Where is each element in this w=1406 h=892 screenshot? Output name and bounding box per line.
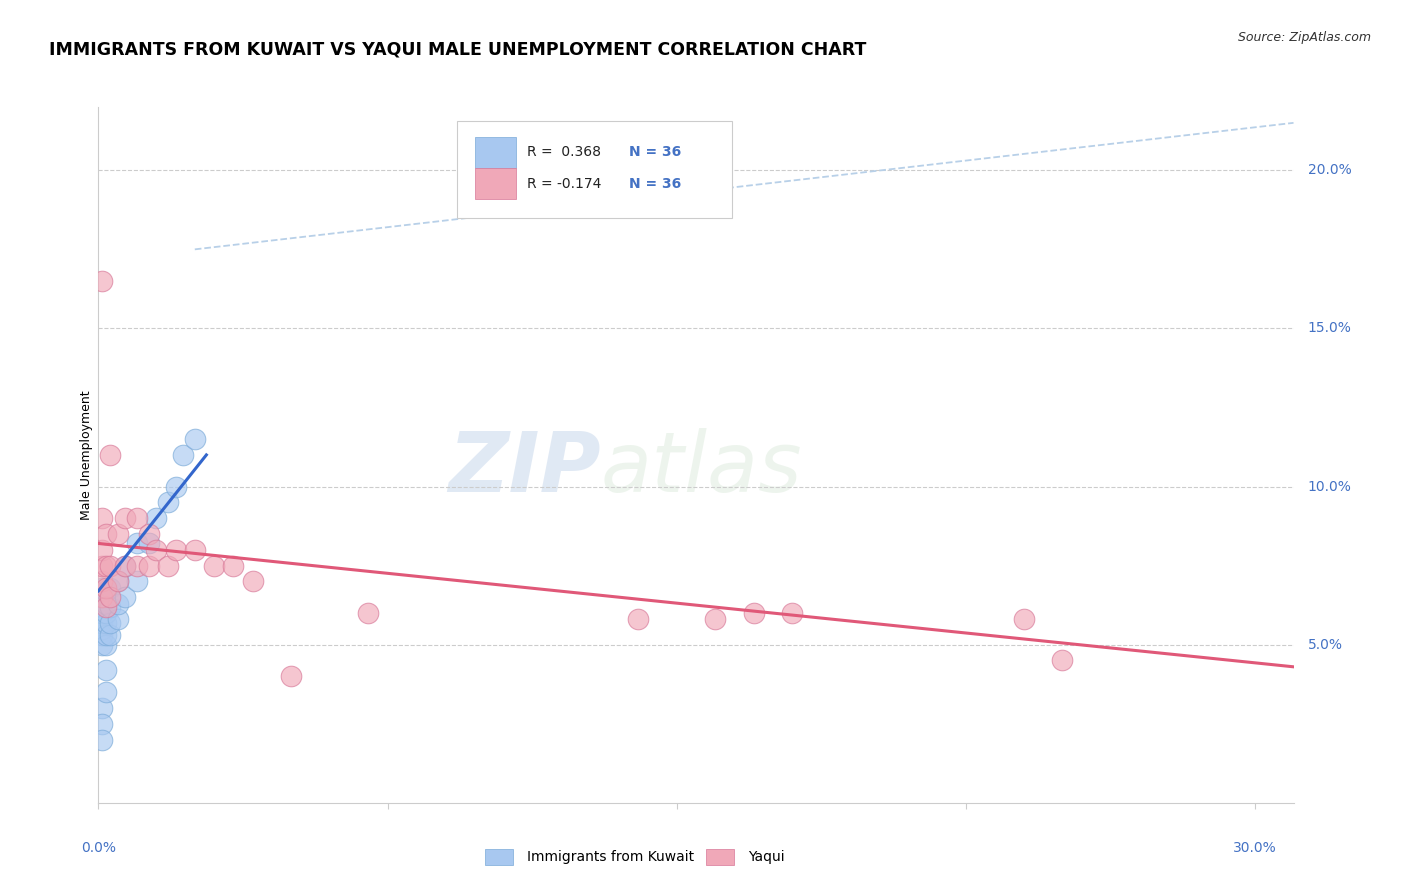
Point [114,558,136,573]
Point [91,615,114,630]
Text: Immigrants from Kuwait: Immigrants from Kuwait [527,850,695,864]
Point [280,669,302,683]
Point [98,599,121,614]
Point [184,542,207,557]
Point [202,558,225,573]
Point [94,606,117,620]
Point [91,638,114,652]
Point [107,612,129,626]
Text: 5.0%: 5.0% [1308,638,1343,652]
Point [91,591,114,605]
Point [125,511,148,525]
Point [91,628,114,642]
Text: atlas: atlas [600,428,801,509]
Point [627,612,650,626]
Point [125,558,148,573]
Point [98,628,121,642]
Point [1050,653,1073,667]
Point [94,615,117,630]
Point [94,581,117,595]
Bar [485,849,513,865]
Bar [706,849,734,865]
Point [156,495,179,509]
Text: 15.0%: 15.0% [1308,321,1351,335]
Point [782,606,804,620]
Point [138,527,160,541]
Point [91,591,114,605]
FancyBboxPatch shape [457,121,733,219]
Point [107,597,129,611]
Point [742,606,765,620]
Point [98,558,121,573]
Text: 30.0%: 30.0% [1233,841,1277,855]
Point [94,527,117,541]
Point [242,574,264,589]
Point [98,581,121,595]
Point [184,432,207,446]
Point [138,536,160,550]
Point [114,558,136,573]
Point [91,732,114,747]
Point [91,574,114,589]
Point [107,574,129,589]
Point [138,558,160,573]
Text: 20.0%: 20.0% [1308,163,1351,178]
Text: 0.0%: 0.0% [82,841,115,855]
Point [98,591,121,605]
Point [91,581,114,595]
Point [107,574,129,589]
Text: Yaqui: Yaqui [748,850,785,864]
Point [145,542,167,557]
Text: Source: ZipAtlas.com: Source: ZipAtlas.com [1237,31,1371,45]
Point [357,606,380,620]
Point [98,615,121,630]
Point [91,622,114,636]
Point [125,574,148,589]
Point [91,542,114,557]
Point [91,716,114,731]
Point [91,558,114,573]
Point [165,479,187,493]
Point [98,448,121,462]
Point [94,685,117,699]
Point [94,638,117,652]
Point [156,558,179,573]
Point [91,606,114,620]
Text: ZIP: ZIP [447,428,600,509]
Point [94,599,117,614]
Text: IMMIGRANTS FROM KUWAIT VS YAQUI MALE UNEMPLOYMENT CORRELATION CHART: IMMIGRANTS FROM KUWAIT VS YAQUI MALE UNE… [49,40,866,58]
Point [1012,612,1035,626]
Text: N = 36: N = 36 [628,145,682,160]
Point [94,558,117,573]
Point [91,274,114,288]
Point [125,536,148,550]
Y-axis label: Male Unemployment: Male Unemployment [80,390,93,520]
Point [704,612,727,626]
Point [94,628,117,642]
Point [114,591,136,605]
Text: N = 36: N = 36 [628,177,682,191]
Point [94,583,117,598]
Point [165,542,187,557]
Text: 10.0%: 10.0% [1308,480,1351,493]
Text: R = -0.174: R = -0.174 [527,177,602,191]
Point [222,558,245,573]
Point [94,663,117,677]
Point [107,527,129,541]
Text: R =  0.368: R = 0.368 [527,145,602,160]
FancyBboxPatch shape [475,169,516,199]
Point [91,599,114,614]
FancyBboxPatch shape [475,137,516,168]
Point [172,448,194,462]
Point [91,701,114,715]
Point [114,511,136,525]
Point [94,597,117,611]
Point [145,511,167,525]
Point [91,511,114,525]
